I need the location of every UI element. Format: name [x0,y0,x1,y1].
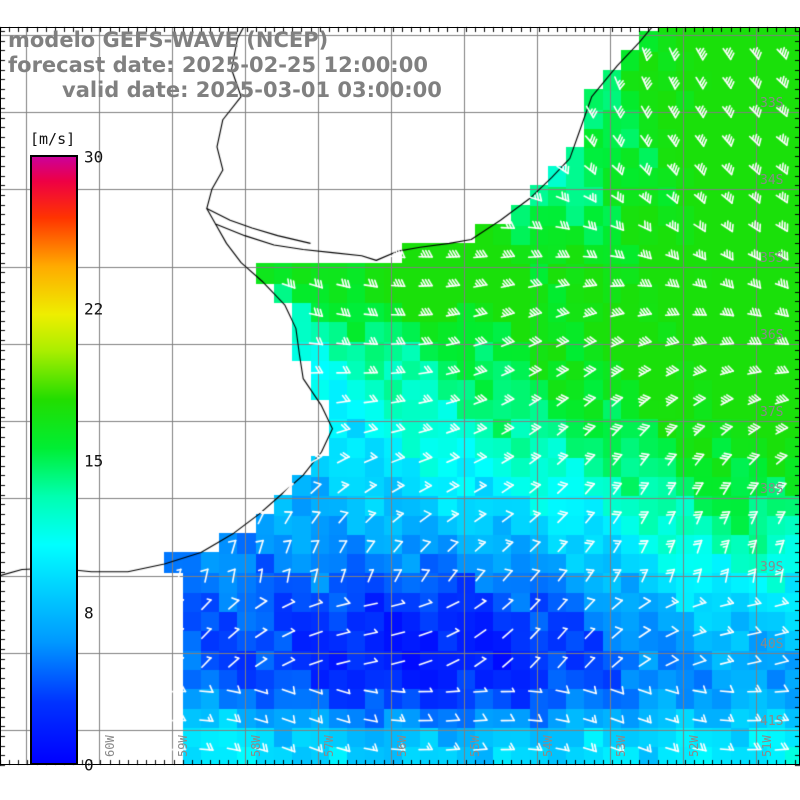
wind-speed-field-canvas [0,27,800,765]
colorbar [30,155,78,765]
colorbar-unit-label: [m/s] [30,130,76,148]
colorbar-gradient [32,157,76,763]
colorbar-tick-22: 22 [84,299,104,319]
colorbar-tick-0: 0 [84,755,94,775]
map-plot-area[interactable] [0,27,800,765]
colorbar-tick-15: 15 [84,451,104,471]
colorbar-tick-8: 8 [84,603,94,623]
colorbar-tick-30: 30 [84,147,104,167]
